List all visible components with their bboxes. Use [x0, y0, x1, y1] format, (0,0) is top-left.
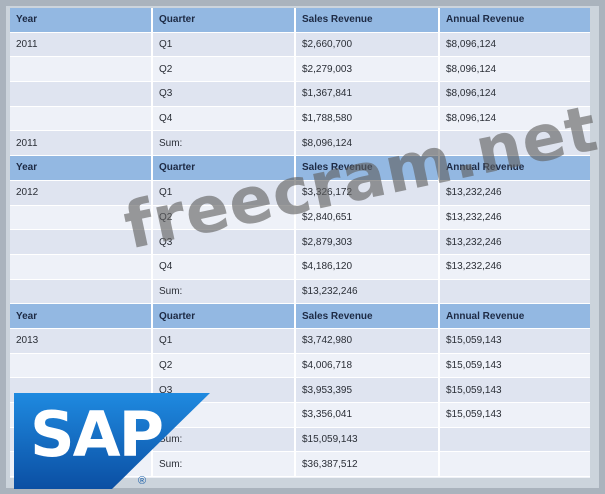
table-row: Q3 $1,367,841 $8,096,124 — [10, 82, 590, 107]
sales-revenue-cell: $3,326,172 — [296, 180, 440, 205]
table-row: Q4 $1,788,580 $8,096,124 — [10, 106, 590, 132]
quarter-cell: Q2 — [153, 205, 296, 230]
annual-revenue-cell: $15,059,143 — [446, 384, 502, 396]
annual-revenue-cell: $15,059,143 — [446, 335, 502, 347]
year-cell — [10, 82, 153, 106]
annual-revenue-cell: $8,096,124 — [446, 113, 497, 125]
quarter-cell: Q4 — [153, 403, 296, 427]
header-quarter: Quarter — [153, 8, 296, 32]
year-cell — [10, 106, 153, 131]
table-row: Q3 $3,953,395 $15,059,143 — [10, 378, 590, 403]
table-row: Q2 $2,840,651 $13,232,246 — [10, 205, 590, 231]
year-cell: 2011 — [10, 32, 153, 57]
header-annual-revenue: Annual Revenue — [446, 162, 525, 174]
annual-revenue-cell: $15,059,143 — [446, 359, 502, 371]
header-sales-revenue: Sales Revenue — [296, 304, 440, 328]
revenue-table: Year Quarter Sales Revenue Annual Revenue 20… — [10, 8, 590, 478]
annual-revenue-cell: $13,232,246 — [446, 187, 502, 199]
year-cell — [10, 254, 153, 279]
table-header-row: Year Quarter Sales Revenue Annual Revenue — [10, 8, 590, 33]
sales-revenue-cell: $3,356,041 — [296, 403, 440, 427]
header-year: Year — [10, 304, 153, 328]
table-header-row: Year Quarter Sales Revenue Annual Revenue — [10, 304, 590, 329]
quarter-cell: Sum: — [153, 452, 296, 477]
header-annual-revenue: Annual Revenue — [446, 310, 525, 322]
annual-revenue-cell: $15,059,143 — [446, 409, 502, 421]
quarter-cell: Sum: — [153, 131, 296, 156]
quarter-cell: Q1 — [153, 180, 296, 205]
sales-revenue-cell: $15,059,143 — [296, 427, 440, 452]
quarter-cell: Sum: — [153, 279, 296, 304]
table-row: 2012 Q1 $3,326,172 $13,232,246 — [10, 180, 590, 206]
sales-revenue-cell: $2,660,700 — [296, 32, 440, 57]
sales-revenue-cell: $1,788,580 — [296, 106, 440, 131]
sales-revenue-cell: $8,096,124 — [296, 131, 440, 156]
table-header-row: Year Quarter Sales Revenue Annual Revenue — [10, 156, 590, 181]
year-cell: 2012 — [10, 180, 153, 205]
table-row: Q4 $3,356,041 $15,059,143 — [10, 403, 590, 428]
annual-revenue-cell: $8,096,124 — [446, 63, 497, 75]
table-row: Sum: $13,232,246 — [10, 279, 590, 305]
table-row: 2013 Q1 $3,742,980 $15,059,143 — [10, 328, 590, 354]
year-cell — [10, 205, 153, 230]
annual-revenue-cell — [440, 452, 590, 476]
sales-revenue-cell: $13,232,246 — [296, 279, 440, 304]
table-row: Q2 $2,279,003 $8,096,124 — [10, 57, 590, 83]
annual-revenue-cell: $8,096,124 — [446, 39, 497, 51]
quarter-cell: Q3 — [153, 230, 296, 254]
sales-revenue-cell: $2,879,303 — [296, 230, 440, 254]
quarter-cell: Q3 — [153, 378, 296, 402]
sales-revenue-cell: $4,006,718 — [296, 353, 440, 378]
table-row: 2011 Sum: $8,096,124 — [10, 131, 590, 157]
table-row: Sum: $36,387,512 — [10, 452, 590, 478]
annual-revenue-cell — [440, 428, 590, 452]
annual-revenue-cell: $13,232,246 — [446, 261, 502, 273]
year-cell — [10, 452, 153, 477]
annual-revenue-cell: $13,232,246 — [446, 236, 502, 248]
table-row: Q2 $4,006,718 $15,059,143 — [10, 353, 590, 379]
sales-revenue-cell: $3,953,395 — [296, 378, 440, 402]
quarter-cell: Q2 — [153, 353, 296, 378]
annual-revenue-cell — [440, 280, 590, 304]
annual-revenue-cell: $8,096,124 — [446, 88, 497, 100]
header-quarter: Quarter — [153, 304, 296, 328]
sales-revenue-cell: $2,279,003 — [296, 57, 440, 82]
quarter-cell: Q2 — [153, 57, 296, 82]
quarter-cell: Q1 — [153, 328, 296, 353]
table-row: Q3 $2,879,303 $13,232,246 — [10, 230, 590, 255]
year-cell — [10, 230, 153, 254]
quarter-cell: Q4 — [153, 254, 296, 279]
header-year: Year — [10, 8, 153, 32]
year-cell — [10, 279, 153, 304]
year-cell — [10, 57, 153, 82]
sales-revenue-cell: $3,742,980 — [296, 328, 440, 353]
quarter-cell: Q3 — [153, 82, 296, 106]
header-sales-revenue: Sales Revenue — [296, 156, 440, 180]
annual-revenue-cell — [440, 131, 590, 155]
annual-revenue-cell: $13,232,246 — [446, 211, 502, 223]
sales-revenue-cell: $1,367,841 — [296, 82, 440, 106]
header-year: Year — [10, 156, 153, 180]
quarter-cell: Sum: — [153, 427, 296, 452]
year-cell: 2013 — [10, 427, 153, 452]
sales-revenue-cell: $2,840,651 — [296, 205, 440, 230]
year-cell: 2011 — [10, 131, 153, 156]
table-row: 2013 Sum: $15,059,143 — [10, 427, 590, 453]
year-cell — [10, 378, 153, 402]
header-quarter: Quarter — [153, 156, 296, 180]
header-sales-revenue: Sales Revenue — [296, 8, 440, 32]
year-cell: 2013 — [10, 328, 153, 353]
table-row: 2011 Q1 $2,660,700 $8,096,124 — [10, 32, 590, 58]
year-cell — [10, 353, 153, 378]
table-row: Q4 $4,186,120 $13,232,246 — [10, 254, 590, 280]
quarter-cell: Q1 — [153, 32, 296, 57]
header-annual-revenue: Annual Revenue — [446, 14, 525, 26]
quarter-cell: Q4 — [153, 106, 296, 131]
sales-revenue-cell: $4,186,120 — [296, 254, 440, 279]
year-cell — [10, 403, 153, 427]
sales-revenue-cell: $36,387,512 — [296, 452, 440, 477]
